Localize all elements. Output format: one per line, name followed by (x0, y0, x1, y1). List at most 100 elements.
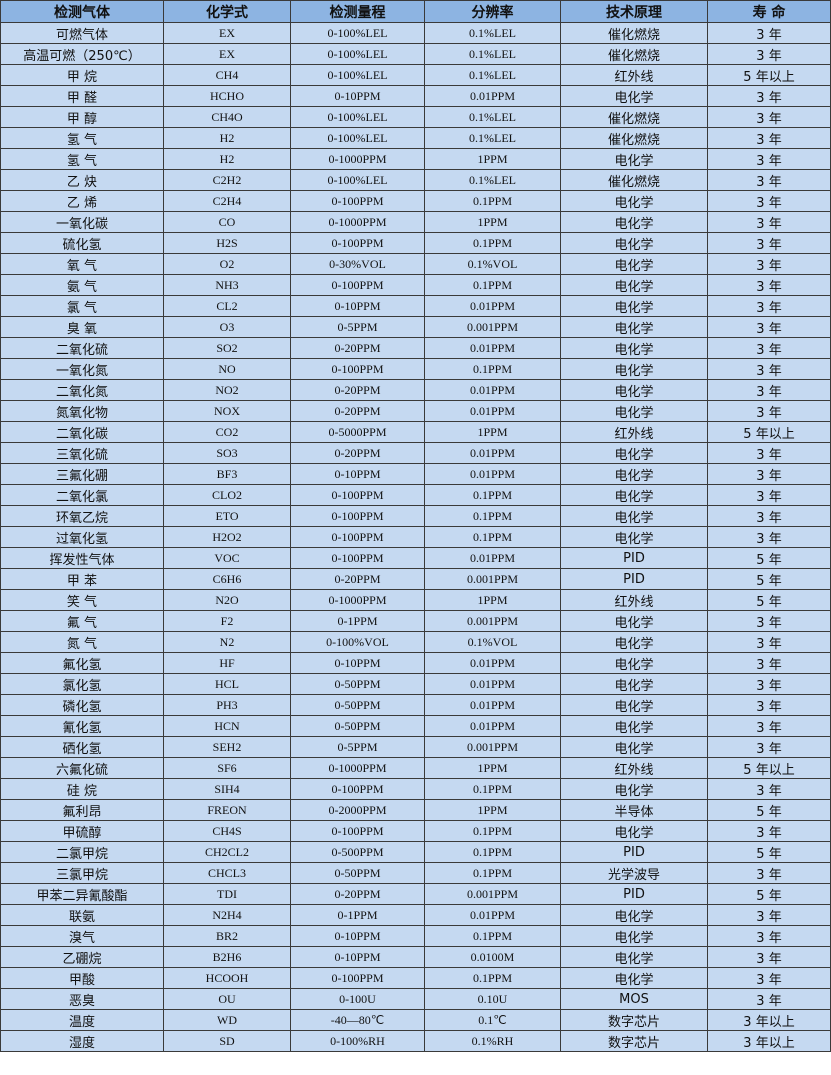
cell-lifespan: 3 年 (707, 169, 831, 191)
table-row: 甲 苯 C6H6 0-20PPM 0.001PPM PID 5 年 (0, 568, 831, 590)
cell-formula: OU (163, 988, 291, 1010)
cell-range: 0-1000PPM (290, 757, 425, 779)
cell-resolution: 0.0100M (424, 946, 561, 968)
cell-resolution: 0.1%VOL (424, 631, 561, 653)
cell-formula: HCN (163, 715, 291, 737)
cell-lifespan: 3 年 (707, 337, 831, 359)
cell-range: 0-100PPM (290, 526, 425, 548)
cell-resolution: 0.1PPM (424, 925, 561, 947)
table-row: 可燃气体 EX 0-100%LEL 0.1%LEL 催化燃烧 3 年 (0, 22, 831, 44)
cell-formula: H2 (163, 148, 291, 170)
cell-range: 0-100%LEL (290, 106, 425, 128)
cell-gas: 磷化氢 (0, 694, 164, 716)
cell-lifespan: 3 年 (707, 358, 831, 380)
cell-lifespan: 5 年以上 (707, 421, 831, 443)
table-row: 臭 氧 O3 0-5PPM 0.001PPM 电化学 3 年 (0, 316, 831, 338)
cell-gas: 氯 气 (0, 295, 164, 317)
cell-range: 0-10PPM (290, 925, 425, 947)
cell-range: 0-2000PPM (290, 799, 425, 821)
cell-gas: 甲 苯 (0, 568, 164, 590)
table-row: 溴气 BR2 0-10PPM 0.1PPM 电化学 3 年 (0, 925, 831, 947)
cell-lifespan: 3 年 (707, 631, 831, 653)
cell-principle: 红外线 (560, 421, 708, 443)
cell-range: 0-30%VOL (290, 253, 425, 275)
cell-range: 0-10PPM (290, 652, 425, 674)
cell-gas: 臭 氧 (0, 316, 164, 338)
cell-principle: 电化学 (560, 946, 708, 968)
table-row: 三氧化硫 SO3 0-20PPM 0.01PPM 电化学 3 年 (0, 442, 831, 464)
cell-principle: 电化学 (560, 820, 708, 842)
table-row: 联氨 N2H4 0-1PPM 0.01PPM 电化学 3 年 (0, 904, 831, 926)
table-row: 三氯甲烷 CHCL3 0-50PPM 0.1PPM 光学波导 3 年 (0, 862, 831, 884)
cell-formula: ETO (163, 505, 291, 527)
cell-lifespan: 3 年 (707, 106, 831, 128)
cell-formula: CH2CL2 (163, 841, 291, 863)
cell-range: 0-1PPM (290, 904, 425, 926)
cell-gas: 二氧化氮 (0, 379, 164, 401)
cell-lifespan: 3 年 (707, 862, 831, 884)
cell-principle: 电化学 (560, 484, 708, 506)
cell-principle: 电化学 (560, 673, 708, 695)
table-row: 氨 气 NH3 0-100PPM 0.1PPM 电化学 3 年 (0, 274, 831, 296)
cell-formula: EX (163, 22, 291, 44)
cell-lifespan: 3 年 (707, 967, 831, 989)
cell-principle: 电化学 (560, 904, 708, 926)
cell-range: 0-50PPM (290, 673, 425, 695)
table-row: 湿度 SD 0-100%RH 0.1%RH 数字芯片 3 年以上 (0, 1030, 831, 1052)
cell-formula: PH3 (163, 694, 291, 716)
cell-formula: CH4O (163, 106, 291, 128)
cell-lifespan: 3 年 (707, 778, 831, 800)
cell-formula: TDI (163, 883, 291, 905)
cell-range: 0-100PPM (290, 190, 425, 212)
table-row: 硫化氢 H2S 0-100PPM 0.1PPM 电化学 3 年 (0, 232, 831, 254)
cell-resolution: 0.01PPM (424, 673, 561, 695)
cell-principle: 电化学 (560, 232, 708, 254)
cell-gas: 乙硼烷 (0, 946, 164, 968)
cell-resolution: 0.01PPM (424, 904, 561, 926)
table-row: 甲 醛 HCHO 0-10PPM 0.01PPM 电化学 3 年 (0, 85, 831, 107)
cell-formula: NOX (163, 400, 291, 422)
cell-formula: N2H4 (163, 904, 291, 926)
cell-gas: 高温可燃（250℃） (0, 43, 164, 65)
cell-lifespan: 3 年 (707, 85, 831, 107)
table-row: 氟利昂 FREON 0-2000PPM 1PPM 半导体 5 年 (0, 799, 831, 821)
cell-gas: 氢 气 (0, 127, 164, 149)
cell-lifespan: 5 年 (707, 883, 831, 905)
cell-lifespan: 3 年 (707, 463, 831, 485)
cell-lifespan: 5 年以上 (707, 64, 831, 86)
cell-lifespan: 3 年 (707, 673, 831, 695)
table-row: 氢 气 H2 0-1000PPM 1PPM 电化学 3 年 (0, 148, 831, 170)
cell-formula: BF3 (163, 463, 291, 485)
cell-principle: 电化学 (560, 253, 708, 275)
cell-range: 0-20PPM (290, 442, 425, 464)
cell-formula: HF (163, 652, 291, 674)
cell-resolution: 0.1PPM (424, 526, 561, 548)
cell-range: 0-10PPM (290, 946, 425, 968)
cell-formula: C2H4 (163, 190, 291, 212)
table-row: 氟 气 F2 0-1PPM 0.001PPM 电化学 3 年 (0, 610, 831, 632)
cell-gas: 乙 炔 (0, 169, 164, 191)
cell-range: 0-100PPM (290, 505, 425, 527)
table-row: 乙硼烷 B2H6 0-10PPM 0.0100M 电化学 3 年 (0, 946, 831, 968)
cell-range: 0-100%VOL (290, 631, 425, 653)
cell-formula: SD (163, 1030, 291, 1052)
cell-gas: 温度 (0, 1009, 164, 1031)
table-row: 氯化氢 HCL 0-50PPM 0.01PPM 电化学 3 年 (0, 673, 831, 695)
cell-gas: 三氟化硼 (0, 463, 164, 485)
cell-gas: 二氧化碳 (0, 421, 164, 443)
cell-resolution: 0.1PPM (424, 967, 561, 989)
cell-resolution: 1PPM (424, 421, 561, 443)
table-row: 乙 炔 C2H2 0-100%LEL 0.1%LEL 催化燃烧 3 年 (0, 169, 831, 191)
cell-resolution: 0.01PPM (424, 694, 561, 716)
cell-formula: O2 (163, 253, 291, 275)
cell-gas: 氟利昂 (0, 799, 164, 821)
table-row: 甲 醇 CH4O 0-100%LEL 0.1%LEL 催化燃烧 3 年 (0, 106, 831, 128)
cell-gas: 联氨 (0, 904, 164, 926)
cell-gas: 硒化氢 (0, 736, 164, 758)
cell-resolution: 0.1PPM (424, 190, 561, 212)
cell-resolution: 0.01PPM (424, 295, 561, 317)
cell-principle: 光学波导 (560, 862, 708, 884)
table-row: 氯 气 CL2 0-10PPM 0.01PPM 电化学 3 年 (0, 295, 831, 317)
cell-lifespan: 3 年 (707, 904, 831, 926)
cell-principle: PID (560, 883, 708, 905)
